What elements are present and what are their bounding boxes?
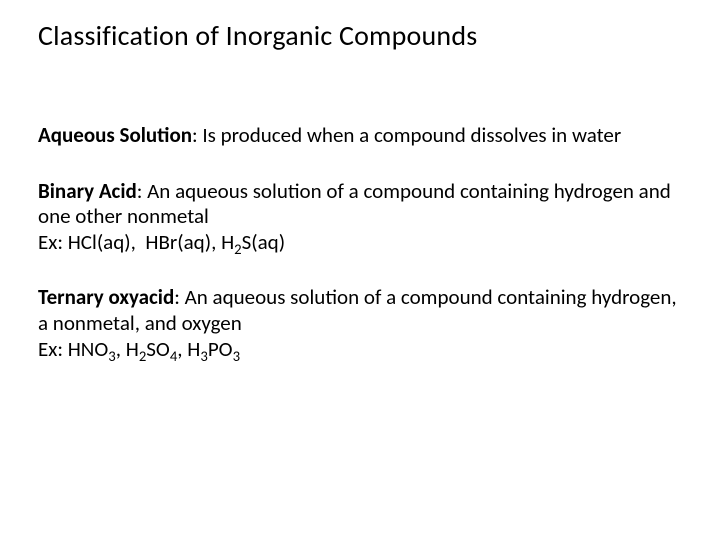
examples-label: Ex: xyxy=(38,229,68,255)
example-3: H3PO3 xyxy=(187,336,240,362)
entry-ternary-oxyacid: Ternary oxyacid: An aqueous solution of … xyxy=(38,285,682,362)
example-1: HCl(aq) xyxy=(68,229,131,255)
term-label: Binary Acid xyxy=(38,178,137,204)
example-2: HBr(aq) xyxy=(145,229,211,255)
term-definition: : Is produced when a compound dissolves … xyxy=(192,122,621,148)
examples-label: Ex: xyxy=(38,336,68,362)
example-3: H2S(aq) xyxy=(221,229,285,255)
term-label: Aqueous Solution xyxy=(38,122,192,148)
term-label: Ternary oxyacid xyxy=(38,284,174,310)
example-1: HNO3 xyxy=(68,336,116,362)
slide-title: Classification of Inorganic Compounds xyxy=(38,18,682,53)
entry-binary-acid: Binary Acid: An aqueous solution of a co… xyxy=(38,179,682,256)
example-2: H2SO4 xyxy=(126,336,178,362)
entry-aqueous-solution: Aqueous Solution: Is produced when a com… xyxy=(38,123,682,149)
slide: Classification of Inorganic Compounds Aq… xyxy=(0,0,720,540)
